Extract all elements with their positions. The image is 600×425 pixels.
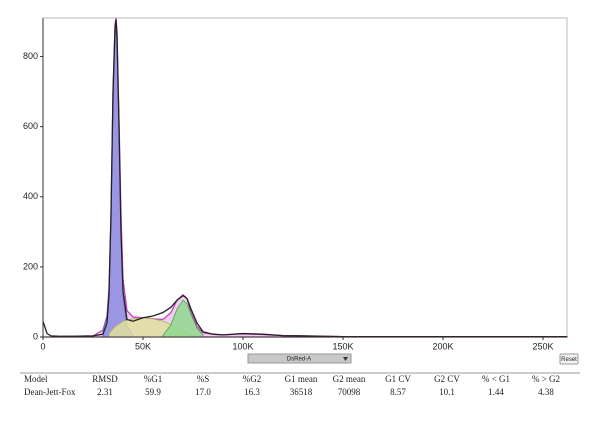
reset-label: Reset: [561, 357, 577, 363]
y-tick-label: 0: [33, 331, 38, 341]
stats-table: Model RMSD %G1 %S %G2 G1 mean G2 mean G1 CV G2 C…: [24, 374, 560, 397]
y-tick-label: 400: [23, 191, 38, 201]
table-cell: 4.38: [538, 387, 554, 397]
table-cell: 36518: [290, 387, 313, 397]
x-tick-label: 100K: [232, 341, 253, 351]
table-cell: 2.31: [97, 387, 113, 397]
x-tick-label: 200K: [432, 341, 453, 351]
table-cell: 17.0: [195, 387, 211, 397]
table-header: %G1: [144, 374, 163, 384]
table-cell: 10.1: [439, 387, 455, 397]
table-header: % > G2: [532, 374, 560, 384]
parameter-dropdown[interactable]: [247, 353, 352, 364]
y-tick-label: 800: [23, 51, 38, 61]
x-tick-label: 50K: [135, 341, 151, 351]
y-tick-label: 600: [23, 121, 38, 131]
table-cell: 70098: [338, 387, 361, 397]
table-cell: 59.9: [145, 387, 161, 397]
parameter-label: DsRed-A: [287, 357, 311, 363]
x-tick-label: 0: [40, 341, 45, 351]
series-curve: [42, 19, 567, 338]
table-header: G1 mean: [285, 374, 318, 384]
table-header: G2 CV: [434, 374, 460, 384]
dropdown-arrow: [343, 357, 348, 361]
x-tick-label: 250K: [532, 341, 553, 351]
table-header: G2 mean: [333, 374, 366, 384]
table-header: RMSD: [92, 374, 118, 384]
table-header: %G2: [243, 374, 262, 384]
table-header: G1 CV: [385, 374, 411, 384]
plot: 0 200 400 600 800 0 50K 100K 150K 200K 250K: [23, 17, 568, 351]
table-cell: Dean-Jett-Fox: [24, 387, 76, 397]
table-cell: 8.57: [390, 387, 406, 397]
table-header: Model: [24, 374, 48, 384]
table-header: % < G1: [482, 374, 510, 384]
table-cell: 16.3: [244, 387, 260, 397]
table-cell: 1.44: [488, 387, 504, 397]
x-tick-label: 150K: [332, 341, 353, 351]
reset-button[interactable]: [559, 353, 579, 365]
table-header: %S: [197, 374, 210, 384]
y-tick-label: 200: [23, 261, 38, 271]
